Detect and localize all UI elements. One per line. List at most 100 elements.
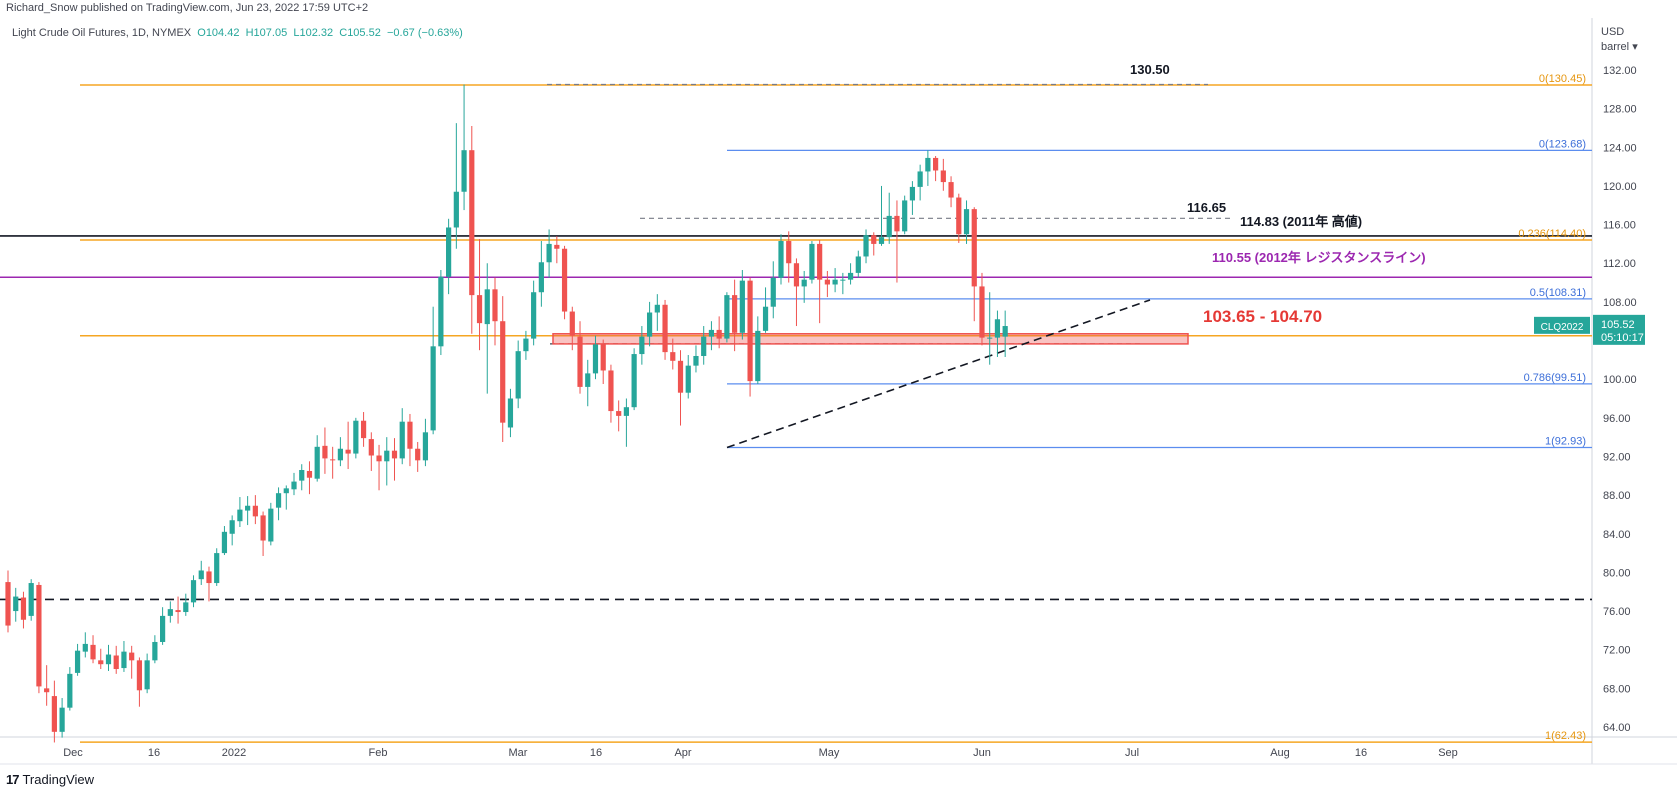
candle-down: [129, 652, 135, 661]
candle-up: [909, 186, 916, 201]
candle-up: [214, 553, 220, 584]
candle-down: [670, 352, 676, 361]
candle-up: [538, 262, 544, 293]
x-tick-label: Apr: [674, 747, 691, 759]
y-tick-label: 92.00: [1603, 451, 1631, 463]
candle-up: [987, 337, 993, 339]
logo-icon: 17: [6, 772, 20, 787]
candle-up: [801, 279, 807, 287]
annotation-130-50: 130.50: [1130, 62, 1170, 77]
y-tick-label: 72.00: [1603, 645, 1631, 657]
candle-down: [824, 279, 830, 285]
tradingview-logo[interactable]: 17 TradingView: [6, 772, 94, 787]
candle-up: [59, 707, 65, 732]
candle-up: [183, 602, 189, 613]
x-tick-label: Sep: [1438, 747, 1458, 759]
candle-down: [616, 411, 622, 416]
y-tick-label: 84.00: [1603, 529, 1631, 541]
x-tick-label: 16: [1355, 747, 1367, 759]
axis-unit-label: barrel ▾: [1601, 40, 1638, 55]
candle-up: [337, 448, 343, 461]
last-price-tag-text: 105.52: [1601, 319, 1635, 331]
candle-up: [399, 421, 405, 459]
candle-up: [1002, 326, 1008, 337]
candle-up: [299, 469, 305, 481]
candle-up: [925, 157, 931, 172]
candle-down: [98, 660, 104, 665]
price-axis: 132.00 128.00 124.00 120.00 116.00 112.00 108.…: [1603, 65, 1637, 734]
annotations: 130.50 116.65 114.83 (2011年 高値) 110.55 (201…: [1130, 62, 1426, 326]
level-lines: [0, 83, 1592, 743]
candle-up: [438, 276, 444, 347]
y-tick-label: 80.00: [1603, 567, 1631, 579]
candle-down: [51, 696, 57, 732]
candle-up: [160, 615, 166, 642]
open-label: O: [197, 27, 206, 39]
candle-down: [979, 286, 985, 338]
candle-up: [67, 673, 73, 708]
candle-down: [376, 455, 382, 462]
candle-up: [855, 256, 861, 273]
level-label: 1(62.43): [1545, 730, 1586, 742]
annotation-114-83: 114.83 (2011年 高値): [1240, 214, 1362, 229]
candle-down: [786, 241, 792, 264]
candle-down: [368, 439, 374, 456]
close-label: C: [339, 27, 348, 39]
high-label: H: [245, 27, 254, 39]
candle-up: [245, 505, 251, 511]
candle-down: [175, 610, 181, 613]
x-tick-label: Jul: [1125, 747, 1139, 759]
candle-down: [469, 150, 475, 296]
candle-down: [948, 182, 954, 198]
candle-down: [5, 582, 11, 626]
candle-up: [902, 200, 908, 232]
candle-up: [631, 354, 637, 408]
annotation-110-55: 110.55 (2012年 レジスタンスライン): [1212, 250, 1426, 265]
candle-down: [322, 445, 328, 459]
candle-down: [956, 197, 962, 235]
candle-up: [639, 336, 645, 355]
candle-up: [778, 241, 784, 278]
candle-up: [847, 272, 854, 280]
candle-up: [623, 407, 629, 416]
candle-up: [724, 295, 730, 339]
chevron-down-icon[interactable]: ▾: [1632, 41, 1638, 53]
candle-up: [592, 344, 599, 374]
candle-up: [198, 570, 204, 580]
candle-up: [268, 508, 274, 542]
last-price-tag-bg: [1593, 314, 1645, 345]
candle-up: [523, 338, 529, 352]
candle-down: [577, 336, 583, 387]
x-tick-label: Jun: [973, 747, 991, 759]
candle-up: [585, 373, 591, 387]
candle-down: [113, 655, 119, 670]
candle-up: [453, 191, 459, 228]
candle-up: [152, 641, 158, 661]
candle-down: [36, 584, 42, 687]
candle-down: [747, 280, 753, 382]
level-labels: 0(130.45)0.236(114.40)0.681(62.43)0(123.…: [1518, 73, 1586, 742]
candle-up: [708, 329, 715, 337]
candle-up: [275, 493, 282, 508]
symbol-legend[interactable]: Light Crude Oil Futures, 1D, NYMEX O104.…: [12, 27, 463, 39]
x-tick-label: Feb: [369, 747, 388, 759]
candle-up: [654, 304, 660, 313]
open-value: 104.42: [205, 27, 240, 39]
countdown-text: 05:10:17: [1601, 332, 1644, 344]
candle-up: [832, 279, 838, 285]
candle-up: [314, 446, 320, 479]
candle-up: [531, 292, 537, 339]
candle-up: [762, 306, 769, 331]
candle-down: [44, 688, 50, 693]
candle-down: [569, 311, 575, 336]
chart-grid: [0, 18, 1677, 765]
candle-down: [407, 421, 413, 449]
candle-down: [476, 295, 483, 324]
annotation-zone: 103.65 - 104.70: [1203, 307, 1322, 326]
candle-up: [994, 319, 1001, 338]
x-tick-label: 16: [148, 747, 160, 759]
candle-up: [28, 583, 34, 616]
candle-up: [446, 227, 452, 277]
